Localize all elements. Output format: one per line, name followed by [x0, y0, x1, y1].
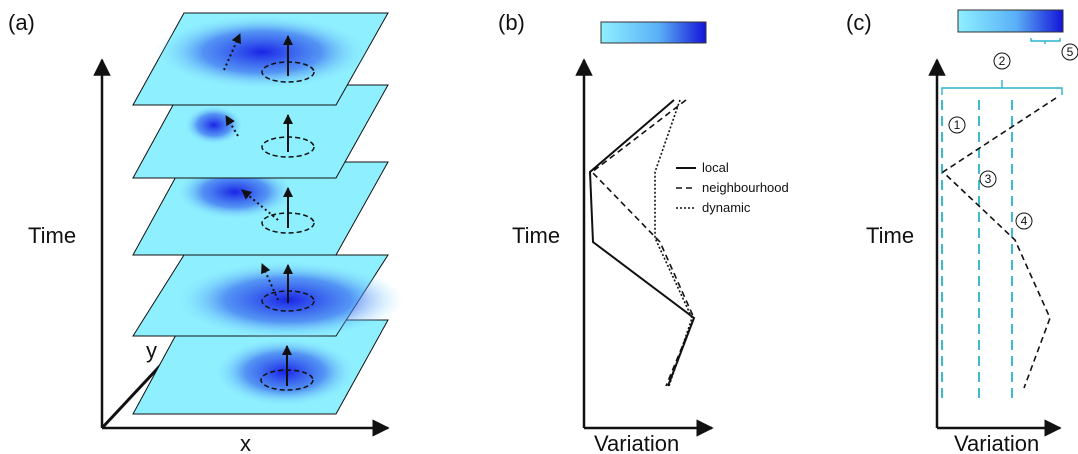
hotspot-1 [154, 14, 370, 90]
dynamic-arrow-2 [225, 115, 239, 137]
marker-3-text: 3 [985, 172, 992, 186]
bracket-5 [1030, 38, 1061, 44]
series-local [588, 99, 696, 387]
panel-b-time-label: Time [512, 223, 560, 248]
plane-5 [132, 319, 389, 415]
legend-local: local [702, 160, 729, 175]
panel-a-y-label: y [146, 338, 157, 363]
panel-a-label: (a) [8, 10, 35, 35]
panel-a: (a) Time x y [8, 10, 403, 454]
panel-a-x-label: x [240, 431, 251, 454]
plane-4 [132, 254, 403, 340]
bracket-2 [941, 80, 1063, 95]
marker-1-text: 1 [954, 118, 961, 132]
series-dynamic [654, 99, 693, 387]
colour-bar-c [957, 9, 1064, 33]
marker-5: 5 [1061, 43, 1078, 61]
marker-1: 1 [948, 116, 966, 134]
colour-bar-b [600, 21, 707, 44]
panel-c-time-label: Time [866, 223, 914, 248]
panel-a-time-label: Time [28, 223, 76, 248]
panel-b-variation-label: Variation [594, 431, 679, 454]
series-neighbourhood [590, 99, 695, 387]
dynamic-arrow-4 [261, 263, 279, 301]
hotspot-5 [213, 337, 357, 407]
legend-neighbourhood: neighbourhood [702, 180, 789, 195]
panel-b: (b) Time Variation local neighbourhood d… [498, 10, 789, 454]
marker-2-text: 2 [999, 54, 1006, 68]
panel-c-variation-label: Variation [954, 431, 1039, 454]
dynamic-arrow-1 [223, 33, 241, 71]
plane-1 [132, 12, 389, 106]
marker-3: 3 [979, 170, 997, 188]
panel-c-label: (c) [846, 10, 872, 35]
marker-4-text: 4 [1021, 214, 1028, 228]
legend: local neighbourhood dynamic [676, 160, 789, 215]
marker-4: 4 [1015, 212, 1033, 230]
marker-5-text: 5 [1067, 45, 1074, 59]
marker-2: 2 [993, 52, 1011, 70]
panel-b-label: (b) [498, 10, 525, 35]
legend-dynamic: dynamic [702, 200, 751, 215]
panel-c: (c) Time Variation 1 2 3 4 [846, 9, 1078, 454]
plane-2 [132, 84, 389, 179]
series-variation [941, 97, 1057, 389]
hotspot-2 [184, 105, 244, 145]
